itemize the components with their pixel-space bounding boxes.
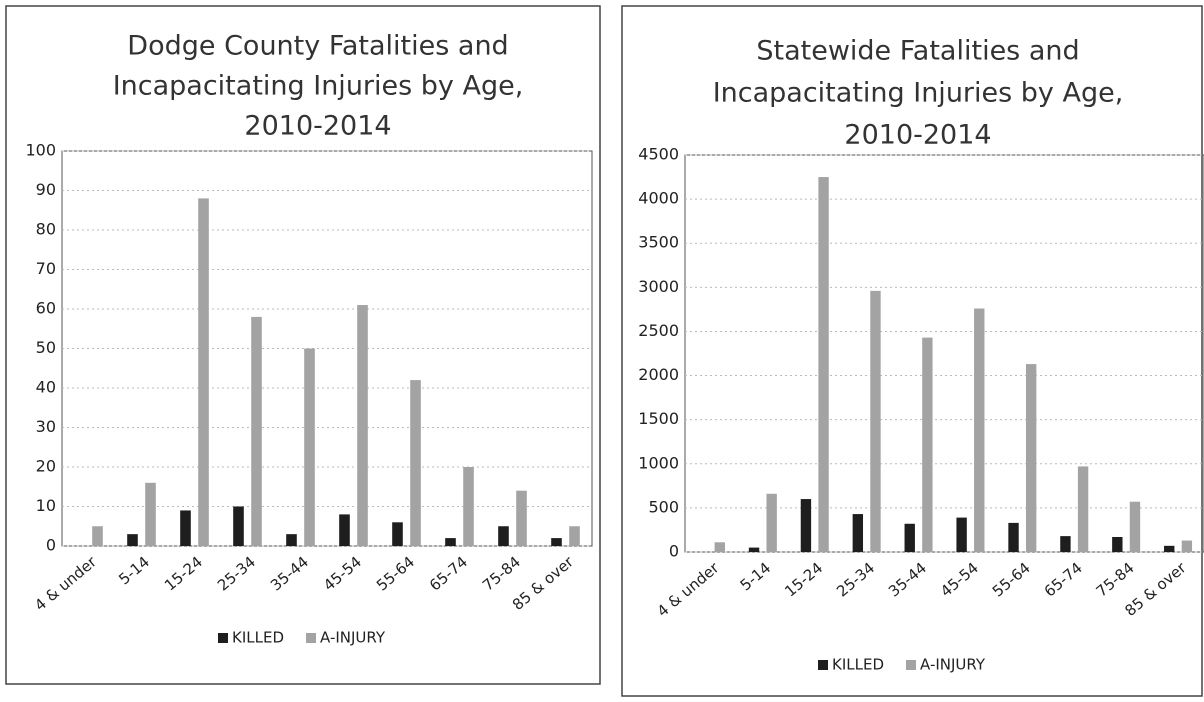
y-tick-label: 4500 bbox=[638, 145, 679, 164]
bar bbox=[1112, 537, 1123, 552]
bar bbox=[956, 517, 967, 552]
bar bbox=[569, 526, 580, 546]
legend-swatch bbox=[218, 633, 228, 643]
bar bbox=[145, 482, 156, 546]
y-tick-label: 1500 bbox=[638, 409, 679, 428]
chart-title: Dodge County Fatalities and bbox=[127, 31, 508, 62]
bar bbox=[251, 316, 262, 546]
legend-swatch bbox=[306, 633, 317, 643]
bar bbox=[766, 493, 777, 552]
y-tick-label: 2500 bbox=[638, 321, 679, 340]
x-tick-label: 5-14 bbox=[115, 553, 153, 589]
x-tick-label: 5-14 bbox=[737, 559, 775, 595]
chart-title: 2010-2014 bbox=[844, 120, 991, 151]
y-tick-label: 80 bbox=[36, 220, 56, 239]
bar bbox=[1008, 522, 1019, 552]
plot-area bbox=[684, 154, 1204, 553]
bar bbox=[357, 305, 368, 546]
x-tick-label: 45-54 bbox=[937, 559, 982, 601]
x-tick-label: 4 & under bbox=[654, 558, 723, 620]
y-tick-label: 20 bbox=[36, 457, 56, 476]
bar bbox=[198, 198, 209, 546]
legend-swatch bbox=[906, 660, 917, 670]
bar bbox=[800, 499, 812, 552]
bar bbox=[463, 467, 474, 546]
legend-swatch bbox=[818, 660, 828, 670]
y-tick-label: 0 bbox=[669, 542, 679, 561]
bar bbox=[233, 506, 244, 546]
bar bbox=[922, 337, 933, 552]
y-tick-label: 1000 bbox=[638, 453, 679, 472]
bar bbox=[410, 380, 421, 546]
y-tick-label: 2000 bbox=[638, 365, 679, 384]
bar bbox=[852, 514, 864, 552]
bar bbox=[1060, 536, 1071, 552]
bar bbox=[127, 534, 138, 546]
x-tick-label: 15-24 bbox=[781, 559, 826, 601]
bar bbox=[904, 523, 915, 552]
y-tick-label: 70 bbox=[36, 259, 56, 278]
bar bbox=[516, 490, 527, 546]
x-tick-label: 35-44 bbox=[885, 559, 930, 601]
bar bbox=[498, 526, 509, 546]
legend-label: A-INJURY bbox=[320, 629, 386, 647]
y-tick-label: 30 bbox=[36, 417, 56, 436]
bar bbox=[1164, 545, 1175, 552]
bar bbox=[1181, 540, 1193, 552]
bar bbox=[1025, 364, 1037, 552]
y-tick-label: 4000 bbox=[638, 189, 679, 208]
chart-title: Incapacitating Injuries by Age, bbox=[713, 78, 1124, 109]
chart-title: Statewide Fatalities and bbox=[756, 36, 1079, 67]
bar bbox=[180, 510, 191, 546]
legend-label: KILLED bbox=[232, 629, 284, 647]
chart-frame bbox=[5, 5, 601, 685]
y-tick-label: 3500 bbox=[638, 233, 679, 252]
y-tick-label: 500 bbox=[648, 497, 679, 516]
y-tick-label: 60 bbox=[36, 299, 56, 318]
y-tick-label: 40 bbox=[36, 378, 56, 397]
bar bbox=[818, 177, 829, 553]
y-tick-label: 100 bbox=[25, 141, 56, 160]
bar bbox=[445, 538, 456, 546]
x-tick-label: 65-74 bbox=[1041, 559, 1086, 601]
y-tick-label: 3000 bbox=[638, 277, 679, 296]
bar bbox=[392, 522, 403, 546]
bar bbox=[748, 547, 760, 552]
chart-title: 2010-2014 bbox=[244, 111, 391, 142]
chart-title: Incapacitating Injuries by Age, bbox=[113, 71, 524, 102]
x-tick-label: 75-84 bbox=[479, 553, 524, 595]
legend-label: A-INJURY bbox=[920, 656, 986, 674]
y-tick-label: 90 bbox=[36, 180, 56, 199]
bar bbox=[286, 534, 297, 546]
x-tick-label: 65-74 bbox=[426, 553, 471, 595]
bar bbox=[870, 290, 881, 552]
bar bbox=[1077, 466, 1089, 552]
x-tick-label: 55-64 bbox=[373, 553, 418, 595]
x-tick-label: 45-54 bbox=[320, 553, 365, 595]
bar bbox=[714, 542, 725, 552]
x-tick-label: 4 & under bbox=[31, 552, 100, 614]
bar bbox=[339, 514, 350, 546]
chart-frame bbox=[621, 5, 1203, 697]
bar bbox=[974, 308, 985, 552]
x-tick-label: 35-44 bbox=[267, 553, 312, 595]
x-tick-label: 25-34 bbox=[214, 553, 259, 595]
x-tick-label: 25-34 bbox=[833, 559, 878, 601]
bar bbox=[1129, 501, 1141, 552]
legend-label: KILLED bbox=[832, 656, 884, 674]
x-tick-label: 55-64 bbox=[989, 559, 1034, 601]
y-tick-label: 50 bbox=[36, 338, 56, 357]
x-tick-label: 15-24 bbox=[161, 553, 206, 595]
bar bbox=[92, 526, 103, 546]
y-tick-label: 0 bbox=[46, 536, 56, 555]
x-tick-label: 75-84 bbox=[1093, 559, 1138, 601]
bar bbox=[551, 538, 562, 546]
y-tick-label: 10 bbox=[36, 496, 56, 515]
bar bbox=[304, 348, 315, 546]
